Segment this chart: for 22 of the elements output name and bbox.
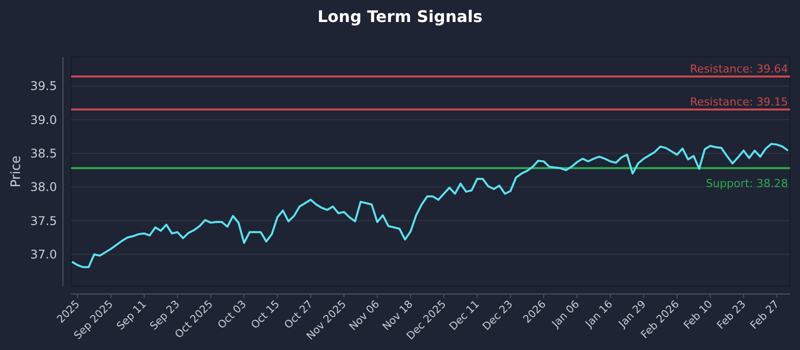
y-axis-title: Price <box>9 156 24 188</box>
x-tick-label: Feb 10 <box>682 298 716 332</box>
text: 37.0 <box>30 248 57 262</box>
text: 39.0 <box>30 112 57 127</box>
x-tick-label: Feb 23 <box>714 298 748 332</box>
x-tick-label: Oct 03 <box>216 298 249 332</box>
x-tick-label: Oct 15 <box>248 298 282 332</box>
chart-title: Long Term Signals <box>317 7 483 26</box>
ref-line-label: Support: 38.28 <box>706 177 788 190</box>
x-tick-label: Jan 06 <box>549 298 582 331</box>
x-tick-label: Nov 06 <box>347 298 382 334</box>
text: 38.0 <box>30 180 57 194</box>
x-tick-label: Feb 27 <box>748 298 782 332</box>
ref-line-label: Resistance: 39.15 <box>690 96 788 109</box>
text: 39.5 <box>30 79 57 94</box>
ref-line-label: Resistance: 39.64 <box>690 62 788 76</box>
x-tick-label: Jan 16 <box>582 298 616 331</box>
x-tick-label: Dec 11 <box>447 298 482 333</box>
text: 37.5 <box>30 214 57 228</box>
text: 38.5 <box>30 146 57 161</box>
x-tick-label: Sep 11 <box>114 298 149 333</box>
x-tick-label: Dec 23 <box>480 298 516 333</box>
